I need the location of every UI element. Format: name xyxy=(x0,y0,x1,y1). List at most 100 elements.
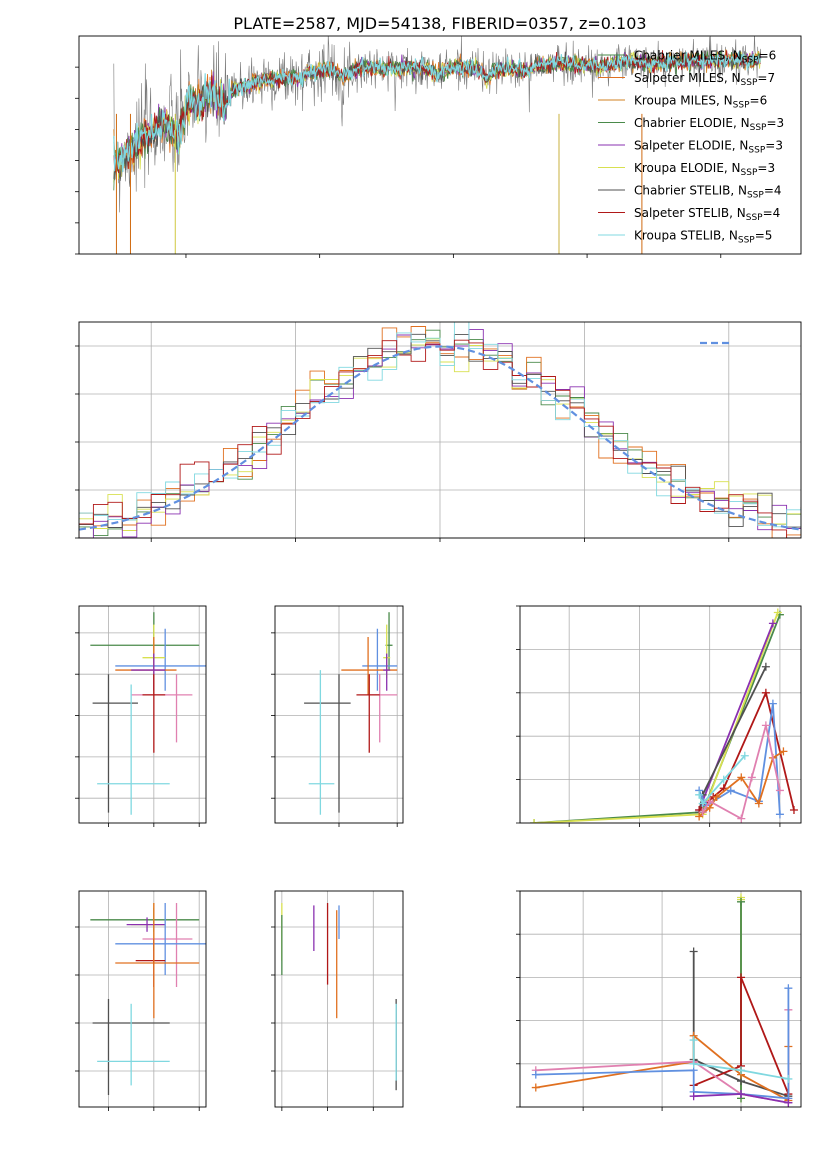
plus-marker xyxy=(737,1066,746,1075)
plus-marker xyxy=(719,775,728,784)
legend-entry-subscript: SSP xyxy=(738,236,755,246)
plus-marker xyxy=(784,1074,793,1083)
legend-entry: Salpeter ELODIE, NSSP=3 xyxy=(634,139,783,156)
weight-series-line xyxy=(701,725,781,821)
panel-mass-vs-Z xyxy=(75,890,207,1111)
plus-marker xyxy=(695,790,704,799)
plus-marker xyxy=(726,786,735,795)
legend-entry: Chabrier MILES, NSSP=6 xyxy=(634,49,776,66)
plus-marker xyxy=(698,799,707,808)
legend-entry-count: =4 xyxy=(763,206,781,220)
legend-entry-count: =3 xyxy=(757,161,775,175)
weight-series-line xyxy=(693,977,790,1095)
gridlines xyxy=(520,605,801,824)
panel-weight-vs-Z xyxy=(516,890,802,1111)
plus-marker xyxy=(712,792,721,801)
legend-entry: Chabrier STELIB, NSSP=4 xyxy=(634,184,782,201)
legend-entry: Salpeter STELIB, NSSP=4 xyxy=(634,206,780,223)
legend-entry-text: Salpeter STELIB, N xyxy=(634,206,746,220)
plus-marker xyxy=(768,619,777,628)
weight-series-line xyxy=(692,1040,789,1080)
legend-entry-subscript: SSP xyxy=(742,56,759,66)
panel-age-vs-Z xyxy=(75,605,207,827)
errorbar-point xyxy=(142,903,193,987)
legend-entry-count: =6 xyxy=(759,49,777,63)
plus-marker xyxy=(768,699,777,708)
errorbar-point xyxy=(131,653,166,691)
plus-marker xyxy=(689,1059,698,1068)
legend-entry-text: Kroupa MILES, N xyxy=(634,94,733,108)
plus-marker xyxy=(689,1036,698,1045)
weight-series-line xyxy=(533,614,781,823)
errorbar-point xyxy=(92,674,138,813)
errorbar-point xyxy=(90,612,200,671)
plus-marker xyxy=(789,805,798,814)
legend-entry: Kroupa STELIB, NSSP=5 xyxy=(634,229,772,246)
plus-marker xyxy=(695,812,704,821)
plot-area xyxy=(79,322,801,538)
gridlines xyxy=(79,891,206,1107)
plus-marker xyxy=(689,947,698,956)
plus-marker xyxy=(761,662,770,671)
plus-marker xyxy=(531,1070,540,1079)
errorbar-point xyxy=(97,684,170,815)
legend-entry-text: Kroupa ELODIE, N xyxy=(634,161,741,175)
legend-entry: Kroupa ELODIE, NSSP=3 xyxy=(634,161,775,178)
panel-weight-vs-age xyxy=(516,605,802,827)
plus-marker xyxy=(784,984,793,993)
weight-series-line xyxy=(692,951,789,1098)
plot-area xyxy=(530,608,798,823)
legend-entry: Kroupa MILES, NSSP=6 xyxy=(634,94,767,111)
legend-entry-count: =4 xyxy=(764,184,782,198)
panel-mass-vs-ebv xyxy=(271,890,404,1111)
plus-marker xyxy=(773,608,782,617)
gaussian-curve xyxy=(79,345,801,531)
plot-area xyxy=(304,612,398,815)
errorbar-point xyxy=(383,653,391,691)
errorbar-point xyxy=(115,903,200,1019)
legend-entry-text: Salpeter ELODIE, N xyxy=(634,139,748,153)
plot-area xyxy=(90,612,206,815)
axes-frame xyxy=(519,605,802,824)
legend-entry-text: Chabrier STELIB, N xyxy=(634,184,747,198)
histogram-steps xyxy=(79,339,801,538)
legend-entry-text: Chabrier MILES, N xyxy=(634,49,742,63)
gridlines xyxy=(79,606,206,823)
legend-entry-count: =6 xyxy=(750,94,768,108)
weight-series-line xyxy=(698,750,784,818)
plus-marker xyxy=(754,799,763,808)
legend-entry-subscript: SSP xyxy=(741,78,758,88)
legend-entry-count: =5 xyxy=(755,229,773,243)
plus-marker xyxy=(737,814,746,823)
axes-frame xyxy=(78,321,802,539)
axes-frame xyxy=(274,605,404,824)
errorbar-point xyxy=(115,628,206,691)
legend-entry-count: =3 xyxy=(766,116,784,130)
legend-entry-subscript: SSP xyxy=(733,101,750,111)
plus-marker xyxy=(761,721,770,730)
panel-residuals xyxy=(75,321,802,542)
plot-area xyxy=(281,903,397,1091)
errorbar-point xyxy=(131,674,193,743)
legend-entry-subscript: SSP xyxy=(750,123,767,133)
legend-entry-subscript: SSP xyxy=(748,146,765,156)
axes-frame xyxy=(78,605,207,824)
errorbar-point xyxy=(126,917,166,932)
plus-marker xyxy=(779,747,788,756)
errorbar-point xyxy=(97,1003,170,1086)
plus-marker xyxy=(747,773,756,782)
errorbar-point xyxy=(304,674,351,813)
plus-marker xyxy=(740,751,749,760)
plus-marker xyxy=(775,810,784,819)
plus-marker xyxy=(737,773,746,782)
legend-entry-text: Kroupa STELIB, N xyxy=(634,229,738,243)
legend-entry-subscript: SSP xyxy=(747,191,764,201)
legend-entry-count: =7 xyxy=(757,71,775,85)
weight-series-line xyxy=(698,755,746,806)
plot-area xyxy=(531,893,793,1107)
errorbar-point xyxy=(368,674,398,743)
errorbar-point xyxy=(142,674,166,753)
plus-marker xyxy=(761,688,770,697)
